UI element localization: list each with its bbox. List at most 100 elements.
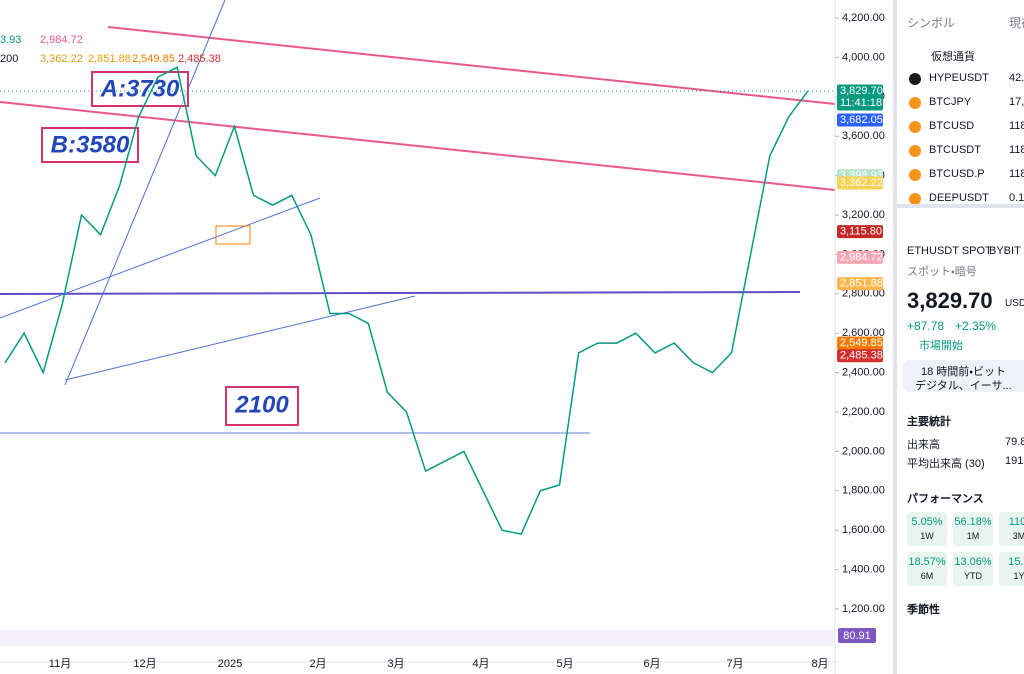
perf-value: 5.05% xyxy=(911,516,943,528)
section-title: 季節性 xyxy=(907,604,940,616)
x-tick-label: 2025 xyxy=(218,658,242,670)
watch-symbol: BTCUSDT xyxy=(929,144,981,156)
y-tick-label: 2,200.00 xyxy=(842,406,885,418)
perf-value: 13.06% xyxy=(954,556,992,568)
perf-value: 56.18% xyxy=(954,516,992,528)
col-header: シンボル xyxy=(907,16,956,30)
y-tick-label: 2,600.00 xyxy=(842,327,885,339)
legend-value: 2,984.72 xyxy=(40,34,83,46)
x-tick-label: 11月 xyxy=(49,658,71,670)
legend: 3.93 2,984.72 200 3,362.22 2,851.88 2,54… xyxy=(0,34,221,65)
annotation: A:3730 xyxy=(100,75,180,102)
oscillator-badge xyxy=(838,628,876,643)
perf-tile: 5.05% 1W xyxy=(907,512,947,546)
price-badge-label: 2,851.88 xyxy=(840,277,883,289)
perf-value: 15.2 xyxy=(1008,556,1024,568)
watch-symbol: BTCUSD xyxy=(929,120,975,132)
watch-icon xyxy=(909,145,921,157)
perf-period: 6M xyxy=(920,571,934,581)
kind: スポット・暗号 xyxy=(907,266,977,278)
price-badge-label: 3,682.05 xyxy=(840,114,883,126)
x-tick-label: 6月 xyxy=(643,658,660,670)
price-badge-label: 2,549.85 xyxy=(840,337,883,349)
y-tick-label: 3,600.00 xyxy=(842,130,885,142)
perf-tile: 56.18% 1M xyxy=(953,512,993,546)
legend-value: 3.93 xyxy=(0,34,21,46)
chart: 3.93 2,984.72 200 3,362.22 2,851.88 2,54… xyxy=(0,0,893,674)
perf-tile: 18.57% 6M xyxy=(907,552,947,586)
y-tick-label: 3,200.00 xyxy=(842,209,885,221)
price-line xyxy=(4,66,809,535)
price-badge-label: 3,829.70 xyxy=(840,85,883,97)
col-header: 現在 xyxy=(1009,16,1024,30)
perf-value: 110. xyxy=(1008,516,1024,528)
watch-symbol: BTCJPY xyxy=(929,96,972,108)
chart-bg xyxy=(0,0,893,674)
trendline xyxy=(0,197,321,319)
y-tick-label: 2,400.00 xyxy=(842,367,885,379)
watch-icon xyxy=(909,97,921,109)
legend-value: 2,485.38 xyxy=(178,53,221,65)
box xyxy=(215,225,251,245)
price-badge xyxy=(837,113,883,127)
x-tick-label: 3月 xyxy=(387,658,404,670)
trendline xyxy=(107,26,836,105)
watch-icon xyxy=(909,73,921,85)
change: +87.78 xyxy=(907,319,945,333)
exchange: BYBIT xyxy=(989,245,1021,257)
legend-value: 2,851.88 xyxy=(88,53,131,65)
perf-period: 1W xyxy=(920,531,934,541)
perf-tile: 15.2 1Y xyxy=(999,552,1024,586)
watch-symbol: BTCUSD.P xyxy=(929,168,985,180)
status: 市場開始 xyxy=(919,340,963,352)
price-badge xyxy=(837,225,883,239)
perf-value: 18.57% xyxy=(908,556,946,568)
price-badge-label: 2,485.38 xyxy=(840,350,883,362)
section-title: 主要統計 xyxy=(907,416,951,428)
watch-icon xyxy=(909,121,921,133)
y-tick-label: 2,000.00 xyxy=(842,445,885,457)
oscillator-value: 80.91 xyxy=(843,630,871,642)
price-badge xyxy=(837,84,883,111)
price-badge-time: 11:41:18 xyxy=(840,97,882,109)
change-pct: +2.35% xyxy=(955,319,997,333)
price-badge xyxy=(837,336,883,350)
x-tick-label: 8月 xyxy=(811,658,828,670)
watch-price: 118,14 xyxy=(1009,168,1024,180)
price: 3,829.70 xyxy=(907,288,993,313)
perf-tile: 13.06% YTD xyxy=(953,552,993,586)
legend-value: 2,549.85 xyxy=(132,53,175,65)
trendline xyxy=(64,295,416,381)
x-tick-label: 2月 xyxy=(309,658,326,670)
legend-value: 200 xyxy=(0,53,18,65)
watch-price: 0.19 xyxy=(1009,192,1024,204)
group-label: 仮想通貨 xyxy=(931,51,975,63)
news: 18 時間前・ビット xyxy=(921,366,1007,378)
watch-price: 118, xyxy=(1009,120,1024,132)
y-tick-label: 2,800.00 xyxy=(842,288,885,300)
x-tick-label: 4月 xyxy=(472,658,489,670)
perf-period: 1Y xyxy=(1013,571,1024,581)
watch-icon xyxy=(909,193,921,205)
watch-price: 42. xyxy=(1009,72,1024,84)
y-tick-label: 4,200.00 xyxy=(842,12,885,24)
y-tick-label: 1,200.00 xyxy=(842,603,885,615)
stat-value: 79.8 xyxy=(1005,436,1024,448)
annotation: B:3580 xyxy=(51,131,130,158)
x-tick-label: 12月 xyxy=(133,658,156,670)
watch-price: 118,05 xyxy=(1009,144,1024,156)
oscillator-band xyxy=(0,630,835,646)
x-tick-label: 7月 xyxy=(726,658,743,670)
perf-period: 3M xyxy=(1012,531,1024,541)
watch-symbol: DEEPUSDT xyxy=(929,192,989,204)
watch-icon xyxy=(909,169,921,181)
perf-period: 1M xyxy=(966,531,980,541)
price-badge xyxy=(837,250,883,264)
annotation-box xyxy=(41,127,139,163)
symbol-name: ETHUSDT SPOT xyxy=(907,245,992,257)
perf-period: YTD xyxy=(964,571,982,581)
y-tick-label: 1,400.00 xyxy=(842,564,885,576)
watch-price: 17,445 xyxy=(1009,96,1024,108)
y-tick-label: 4,000.00 xyxy=(842,51,885,63)
annotation: 2100 xyxy=(234,391,289,418)
